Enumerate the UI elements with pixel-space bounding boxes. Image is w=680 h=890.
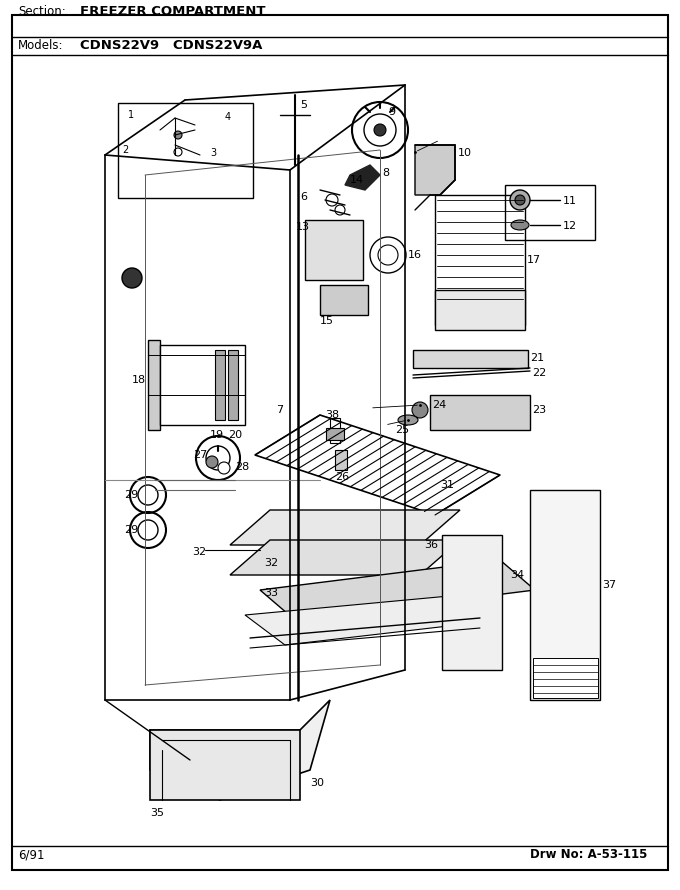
Text: 29: 29 <box>124 490 138 500</box>
Circle shape <box>218 462 230 474</box>
Text: 9: 9 <box>388 107 395 117</box>
Text: 33: 33 <box>264 588 278 598</box>
Text: 35: 35 <box>150 808 164 818</box>
Text: 6/91: 6/91 <box>18 848 44 861</box>
Circle shape <box>206 446 230 470</box>
Bar <box>326 428 344 440</box>
Text: 24: 24 <box>432 400 446 410</box>
Text: 16: 16 <box>408 250 422 260</box>
Text: 2: 2 <box>122 145 129 155</box>
Text: 32: 32 <box>192 547 206 557</box>
Polygon shape <box>230 540 460 575</box>
Bar <box>530 490 600 700</box>
Text: 8: 8 <box>382 168 389 178</box>
Circle shape <box>412 402 428 418</box>
Bar <box>413 350 528 368</box>
Text: 23: 23 <box>532 405 546 415</box>
Bar <box>435 195 525 325</box>
Text: 7: 7 <box>276 405 283 415</box>
Text: 31: 31 <box>440 480 454 490</box>
Bar <box>330 418 340 443</box>
Text: 17: 17 <box>527 255 541 265</box>
Text: Section:: Section: <box>18 5 66 18</box>
Text: 36: 36 <box>424 540 438 550</box>
Circle shape <box>510 190 530 210</box>
Circle shape <box>174 131 182 139</box>
Bar <box>215 350 225 420</box>
Bar <box>442 535 502 670</box>
Bar <box>533 658 598 698</box>
Circle shape <box>515 195 525 205</box>
Text: 21: 21 <box>530 353 544 363</box>
Bar <box>435 290 525 330</box>
Text: 26: 26 <box>335 472 349 482</box>
Bar <box>118 103 253 198</box>
Bar <box>320 285 368 315</box>
Circle shape <box>206 456 218 468</box>
Text: 18: 18 <box>132 375 146 385</box>
Text: 14: 14 <box>350 175 364 185</box>
Text: 1: 1 <box>128 110 134 120</box>
Bar <box>430 395 530 430</box>
Text: 11: 11 <box>563 196 577 206</box>
Circle shape <box>374 124 386 136</box>
Circle shape <box>122 268 142 288</box>
Polygon shape <box>345 165 380 190</box>
Text: 30: 30 <box>310 778 324 788</box>
Text: 5: 5 <box>300 100 307 110</box>
Text: 13: 13 <box>296 222 310 232</box>
Text: 27: 27 <box>193 450 207 460</box>
Text: 6: 6 <box>300 192 307 202</box>
Ellipse shape <box>511 220 529 230</box>
Text: 34: 34 <box>510 570 524 580</box>
Text: 15: 15 <box>320 316 334 326</box>
Text: 4: 4 <box>225 112 231 122</box>
Text: FREEZER COMPARTMENT: FREEZER COMPARTMENT <box>80 5 265 18</box>
Text: 29: 29 <box>124 525 138 535</box>
Text: 37: 37 <box>602 580 616 590</box>
Polygon shape <box>150 700 330 800</box>
Ellipse shape <box>398 415 418 425</box>
Bar <box>305 220 363 280</box>
Text: 32: 32 <box>264 558 278 568</box>
Text: 38: 38 <box>325 410 339 420</box>
Bar <box>335 450 347 470</box>
Text: 20: 20 <box>228 430 242 440</box>
Text: CDNS22V9   CDNS22V9A: CDNS22V9 CDNS22V9A <box>80 39 262 52</box>
Text: 10: 10 <box>458 148 472 158</box>
Bar <box>505 185 595 240</box>
Text: 28: 28 <box>235 462 250 472</box>
Bar <box>228 350 238 420</box>
Text: 25: 25 <box>395 425 409 435</box>
Polygon shape <box>260 560 535 620</box>
Polygon shape <box>415 145 455 195</box>
Polygon shape <box>150 730 300 800</box>
Text: 19: 19 <box>210 430 224 440</box>
Text: Drw No: A-53-115: Drw No: A-53-115 <box>530 848 647 861</box>
Text: 22: 22 <box>532 368 546 378</box>
Text: 3: 3 <box>210 148 216 158</box>
Polygon shape <box>245 595 500 645</box>
Text: Models:: Models: <box>18 39 63 52</box>
Text: 12: 12 <box>563 221 577 231</box>
Bar <box>160 345 245 425</box>
Bar <box>148 340 160 430</box>
Polygon shape <box>230 510 460 545</box>
